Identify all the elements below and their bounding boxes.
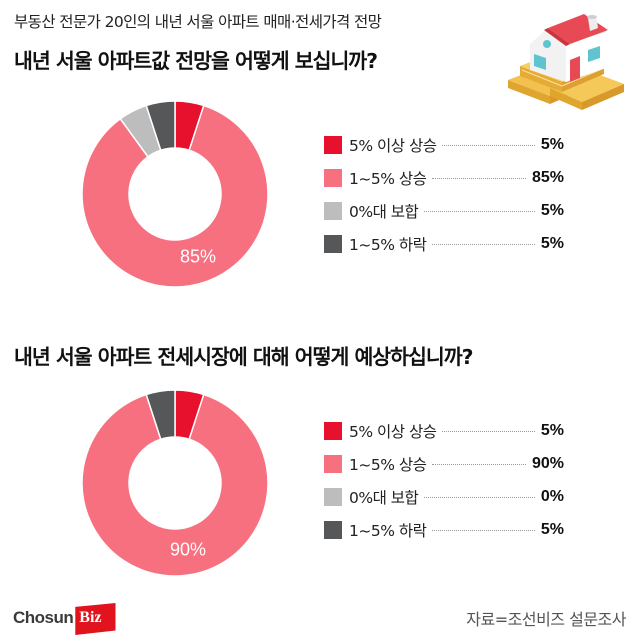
donut-svg-2 xyxy=(82,390,268,576)
swatch-decline xyxy=(324,520,342,539)
donut-slice xyxy=(82,104,268,287)
swatch-decline xyxy=(324,234,342,253)
legend-value: 90% xyxy=(531,454,564,472)
chart-subtitle: 부동산 전문가 20인의 내년 서울 아파트 매매·전세가격 전망 xyxy=(14,13,382,31)
swatch-strong-rise xyxy=(324,421,342,440)
legend-2: 5% 이상 상승 5% 1~5% 상승 90% 0%대 보합 0% 1~5% 하… xyxy=(324,414,564,546)
legend-label: 1~5% 하락 xyxy=(349,521,427,540)
logo-text-accent: Biz xyxy=(75,607,109,629)
legend-value: 5% xyxy=(540,135,564,153)
legend-item: 1~5% 상승 90% xyxy=(324,447,564,480)
legend-label: 5% 이상 상승 xyxy=(349,422,437,441)
donut-chart-2 xyxy=(82,390,268,576)
swatch-strong-rise xyxy=(324,135,342,154)
leader-line xyxy=(442,431,535,432)
leader-line xyxy=(432,464,526,465)
legend-item: 0%대 보합 5% xyxy=(324,194,564,227)
swatch-mild-rise xyxy=(324,168,342,187)
leader-line xyxy=(424,497,535,498)
logo-accent-label: Biz xyxy=(79,609,102,626)
leader-line xyxy=(442,145,535,146)
logo-text-main: Chosun xyxy=(13,608,74,627)
donut-slice xyxy=(82,393,268,576)
donut-svg-1 xyxy=(82,101,268,287)
legend-value: 0% xyxy=(540,487,564,505)
swatch-flat xyxy=(324,201,342,220)
legend-label: 1~5% 상승 xyxy=(349,169,427,188)
legend-value: 5% xyxy=(540,234,564,252)
legend-label: 1~5% 하락 xyxy=(349,235,427,254)
legend-value: 5% xyxy=(540,421,564,439)
donut-slice xyxy=(145,101,176,152)
legend-label: 0%대 보합 xyxy=(349,202,419,221)
donut-label-1: 85% xyxy=(179,246,217,267)
legend-item: 1~5% 하락 5% xyxy=(324,513,564,546)
legend-label: 1~5% 상승 xyxy=(349,455,427,474)
leader-line xyxy=(432,178,526,179)
legend-value: 5% xyxy=(540,201,564,219)
chosunbiz-logo: Chosun Biz xyxy=(13,603,110,633)
legend-item: 0%대 보합 0% xyxy=(324,480,564,513)
legend-item: 1~5% 상승 85% xyxy=(324,161,564,194)
leader-line xyxy=(432,530,535,531)
house-on-money-icon xyxy=(500,6,628,114)
legend-1: 5% 이상 상승 5% 1~5% 상승 85% 0%대 보합 5% 1~5% 하… xyxy=(324,128,564,260)
legend-item: 5% 이상 상승 5% xyxy=(324,414,564,447)
legend-label: 0%대 보합 xyxy=(349,488,419,507)
donut-label-2: 90% xyxy=(169,539,207,560)
legend-value: 85% xyxy=(531,168,564,186)
donut-slice xyxy=(145,390,176,441)
legend-value: 5% xyxy=(540,520,564,538)
question-title-2: 내년 서울 아파트 전세시장에 대해 어떻게 예상하십니까? xyxy=(14,345,473,369)
source-note: 자료=조선비즈 설문조사 xyxy=(466,610,626,629)
legend-item: 1~5% 하락 5% xyxy=(324,227,564,260)
donut-chart-1 xyxy=(82,101,268,287)
legend-item: 5% 이상 상승 5% xyxy=(324,128,564,161)
leader-line xyxy=(424,211,535,212)
swatch-mild-rise xyxy=(324,454,342,473)
leader-line xyxy=(432,244,535,245)
legend-label: 5% 이상 상승 xyxy=(349,136,437,155)
swatch-flat xyxy=(324,487,342,506)
question-title-1: 내년 서울 아파트값 전망을 어떻게 보십니까? xyxy=(14,49,378,73)
